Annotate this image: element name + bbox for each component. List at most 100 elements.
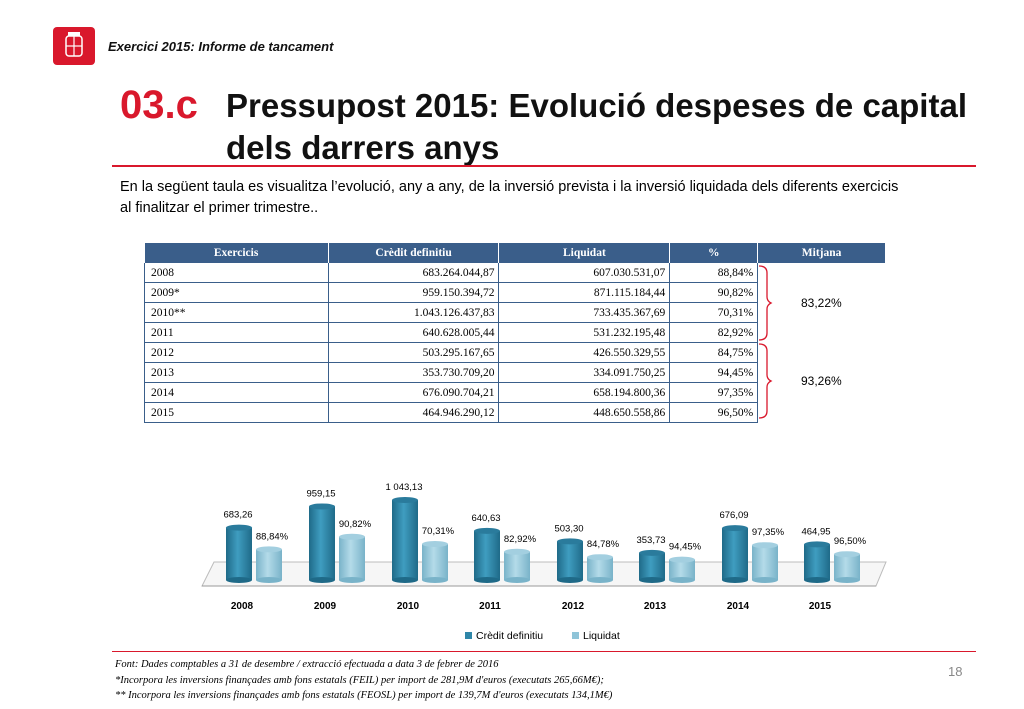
- budget-table: Exercicis Crèdit definitiu Liquidat % Mi…: [144, 243, 886, 423]
- cell-exercici: 2013: [144, 362, 329, 383]
- table-row: 2013 353.730.709,20 334.091.750,25 94,45%: [144, 362, 886, 383]
- bar-credit-top: [557, 538, 583, 545]
- data-label-liquidat: 82,92%: [504, 534, 537, 545]
- data-label-credit: 683,26: [223, 510, 252, 521]
- bar-credit-base: [557, 577, 583, 583]
- legend-label-liquidat: Liquidat: [583, 630, 620, 642]
- legend-label-credit: Crèdit definitiu: [476, 630, 543, 642]
- bar-liquidat-base: [422, 577, 448, 583]
- intro-paragraph: En la següent taula es visualitza l’evol…: [120, 179, 899, 216]
- bar-liquidat-base: [669, 577, 695, 583]
- cell-credit: 464.946.290,12: [328, 402, 500, 423]
- bar-credit-base: [474, 577, 500, 583]
- mitjana-brackets: [758, 265, 773, 419]
- data-label-liquidat: 70,31%: [422, 526, 455, 537]
- bar-credit-base: [722, 577, 748, 583]
- bar-liquidat-top: [339, 533, 365, 540]
- bar-liquidat-base: [339, 577, 365, 583]
- x-tick-label: 2008: [231, 601, 254, 612]
- table-header-row: Exercicis Crèdit definitiu Liquidat % Mi…: [144, 243, 886, 263]
- table-row: 2014 676.090.704,21 658.194.800,36 97,35%: [144, 382, 886, 403]
- budget-chart: 683,26 88,84% 2008 959,15 90,82% 2009 1 043,13…: [201, 482, 887, 642]
- bar-credit-2009: [309, 506, 335, 580]
- cell-exercici: 2010**: [144, 302, 329, 323]
- cell-credit: 683.264.044,87: [328, 263, 500, 283]
- bar-credit-top: [722, 525, 748, 532]
- bar-liquidat-top: [587, 554, 613, 561]
- table-row: 2010** 1.043.126.437,83 733.435.367,69 70,3…: [144, 302, 886, 323]
- footer-note-1: *Incorpora les inversions finançades amb…: [115, 674, 604, 686]
- footer-divider: [112, 651, 976, 652]
- bar-credit-base: [309, 577, 335, 583]
- shield-icon: [65, 32, 83, 57]
- bar-liquidat-2013: [669, 559, 695, 580]
- footer-note-2: ** Incorpora les inversions finançades a…: [115, 690, 613, 701]
- col-header-credit: Crèdit definitiu: [328, 243, 500, 263]
- bar-liquidat-2014: [752, 545, 778, 580]
- cell-liquidat: 607.030.531,07: [498, 263, 671, 283]
- bar-liquidat-base: [834, 577, 860, 583]
- cell-credit: 640.628.005,44: [328, 322, 500, 343]
- bar-credit-top: [392, 497, 418, 503]
- bar-credit-base: [392, 577, 418, 583]
- data-label-credit: 959,15: [306, 488, 335, 499]
- data-label-credit: 353,73: [636, 535, 665, 546]
- cell-percent: 94,45%: [669, 362, 759, 383]
- bar-liquidat-top: [834, 551, 860, 558]
- mitjana-value: 93,26%: [801, 374, 842, 388]
- legend-swatch-credit: [465, 632, 472, 639]
- data-label-liquidat: 90,82%: [339, 519, 372, 530]
- x-tick-label: 2013: [644, 601, 667, 612]
- bar-credit-base: [639, 577, 665, 583]
- data-label-liquidat: 88,84%: [256, 531, 289, 542]
- cell-percent: 84,75%: [669, 342, 759, 363]
- bar-liquidat-top: [752, 542, 778, 549]
- data-label-credit: 503,30: [554, 523, 583, 534]
- data-label-credit: 640,63: [471, 513, 500, 524]
- data-label-credit: 464,95: [801, 526, 830, 537]
- bar-credit-2012: [557, 541, 583, 580]
- bar-liquidat-2009: [339, 536, 365, 580]
- data-label-credit: 676,09: [719, 510, 748, 521]
- cell-credit: 1.043.126.437,83: [328, 302, 500, 323]
- x-tick-label: 2010: [397, 601, 420, 612]
- cell-percent: 88,84%: [669, 263, 759, 283]
- bar-liquidat-top: [422, 541, 448, 547]
- bar-liquidat-2010: [422, 544, 448, 580]
- data-label-liquidat: 96,50%: [834, 536, 867, 547]
- cell-exercici: 2012: [144, 342, 329, 363]
- table-row: 2009* 959.150.394,72 871.115.184,44 90,82%: [144, 282, 886, 303]
- cell-percent: 70,31%: [669, 302, 759, 323]
- table-row: 2012 503.295.167,65 426.550.329,55 84,75%: [144, 342, 886, 363]
- cell-liquidat: 334.091.750,25: [498, 362, 671, 383]
- bar-liquidat-top: [669, 556, 695, 563]
- bar-liquidat-base: [752, 577, 778, 583]
- bar-credit-top: [804, 541, 830, 548]
- data-label-liquidat: 94,45%: [669, 542, 702, 553]
- cell-liquidat: 658.194.800,36: [498, 382, 671, 403]
- col-header-mitjana: Mitjana: [757, 243, 886, 263]
- bar-liquidat-2011: [504, 551, 530, 580]
- cell-percent: 90,82%: [669, 282, 759, 303]
- cell-exercici: 2015: [144, 402, 329, 423]
- cell-credit: 676.090.704,21: [328, 382, 500, 403]
- document-header: Exercici 2015: Informe de tancament: [108, 39, 334, 54]
- col-header-liquidat: Liquidat: [498, 243, 671, 263]
- bar-credit-2008: [226, 527, 252, 580]
- col-header-exercicis: Exercicis: [144, 243, 329, 263]
- bar-liquidat-2015: [834, 554, 860, 580]
- bar-credit-2014: [722, 528, 748, 580]
- table-row: 2011 640.628.005,44 531.232.195,48 82,92%: [144, 322, 886, 343]
- bar-liquidat-base: [587, 577, 613, 583]
- cell-liquidat: 426.550.329,55: [498, 342, 671, 363]
- bar-credit-2010: [392, 500, 418, 580]
- x-tick-label: 2009: [314, 601, 337, 612]
- table-row: 2008 683.264.044,87 607.030.531,07 88,84%: [144, 263, 886, 283]
- page-number: 18: [948, 664, 963, 679]
- page-title: Pressupost 2015: Evolució despeses de ca…: [226, 87, 967, 166]
- bar-liquidat-2008: [256, 549, 282, 580]
- cell-credit: 503.295.167,65: [328, 342, 500, 363]
- cell-liquidat: 871.115.184,44: [498, 282, 671, 303]
- x-tick-label: 2012: [562, 601, 585, 612]
- x-tick-label: 2014: [727, 601, 750, 612]
